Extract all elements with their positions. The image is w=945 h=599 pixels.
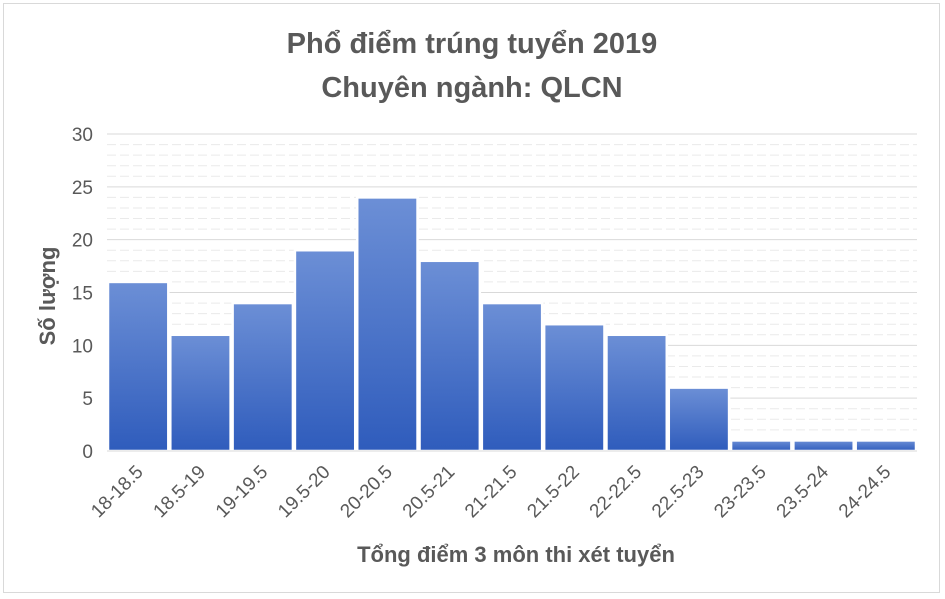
x-tick-label: 24-24.5 (835, 462, 895, 522)
y-tick-label: 5 (82, 389, 93, 410)
bar (106, 280, 170, 453)
bar (355, 196, 419, 453)
x-tick-label: 23.5-24 (773, 461, 834, 522)
bar (667, 386, 731, 453)
x-tick-label: 21-21.5 (461, 462, 521, 522)
y-axis-ticks: 0 5 10 15 20 25 30 (72, 125, 93, 463)
x-tick-label: 20-20.5 (336, 462, 396, 522)
x-tick-label: 22-22.5 (586, 462, 646, 522)
chart-frame: Phổ điểm trúng tuyển 2019 Chuyên ngành: … (3, 3, 940, 593)
bar (729, 439, 793, 453)
y-tick-label: 15 (72, 284, 93, 305)
x-tick-label: 20.5-21 (399, 462, 459, 522)
bars (106, 196, 918, 453)
x-axis-title: Tổng điểm 3 môn thi xét tuyển (357, 542, 675, 567)
x-tick-label: 19.5-20 (274, 462, 334, 522)
y-tick-label: 10 (72, 336, 93, 357)
bar (231, 301, 295, 453)
x-tick-label: 18-18.5 (87, 462, 147, 522)
bar (293, 248, 357, 453)
bar (792, 439, 855, 453)
histogram-chart: Phổ điểm trúng tuyển 2019 Chuyên ngành: … (35, 28, 918, 567)
chart-title: Phổ điểm trúng tuyển 2019 (287, 28, 658, 60)
y-tick-label: 0 (82, 442, 93, 463)
y-axis-title: Số lượng (35, 247, 60, 346)
bar (418, 259, 482, 453)
bar (605, 333, 669, 453)
x-axis-ticks: 18-18.5 18.5-19 19-19.5 19.5-20 20-20.5 20.5-… (87, 461, 895, 522)
y-tick-label: 20 (72, 231, 93, 252)
y-tick-label: 30 (72, 125, 93, 146)
y-tick-label: 25 (72, 178, 93, 199)
bar (542, 322, 606, 453)
x-tick-label: 21.5-22 (523, 462, 583, 522)
x-tick-label: 23-23.5 (710, 462, 770, 522)
bar (169, 333, 232, 453)
x-tick-label: 19-19.5 (212, 462, 272, 522)
bar (854, 439, 918, 453)
x-tick-label: 18.5-19 (150, 462, 210, 522)
chart-subtitle: Chuyên ngành: QLCN (321, 72, 622, 104)
bar (480, 301, 544, 453)
x-tick-label: 22.5-23 (648, 462, 708, 522)
